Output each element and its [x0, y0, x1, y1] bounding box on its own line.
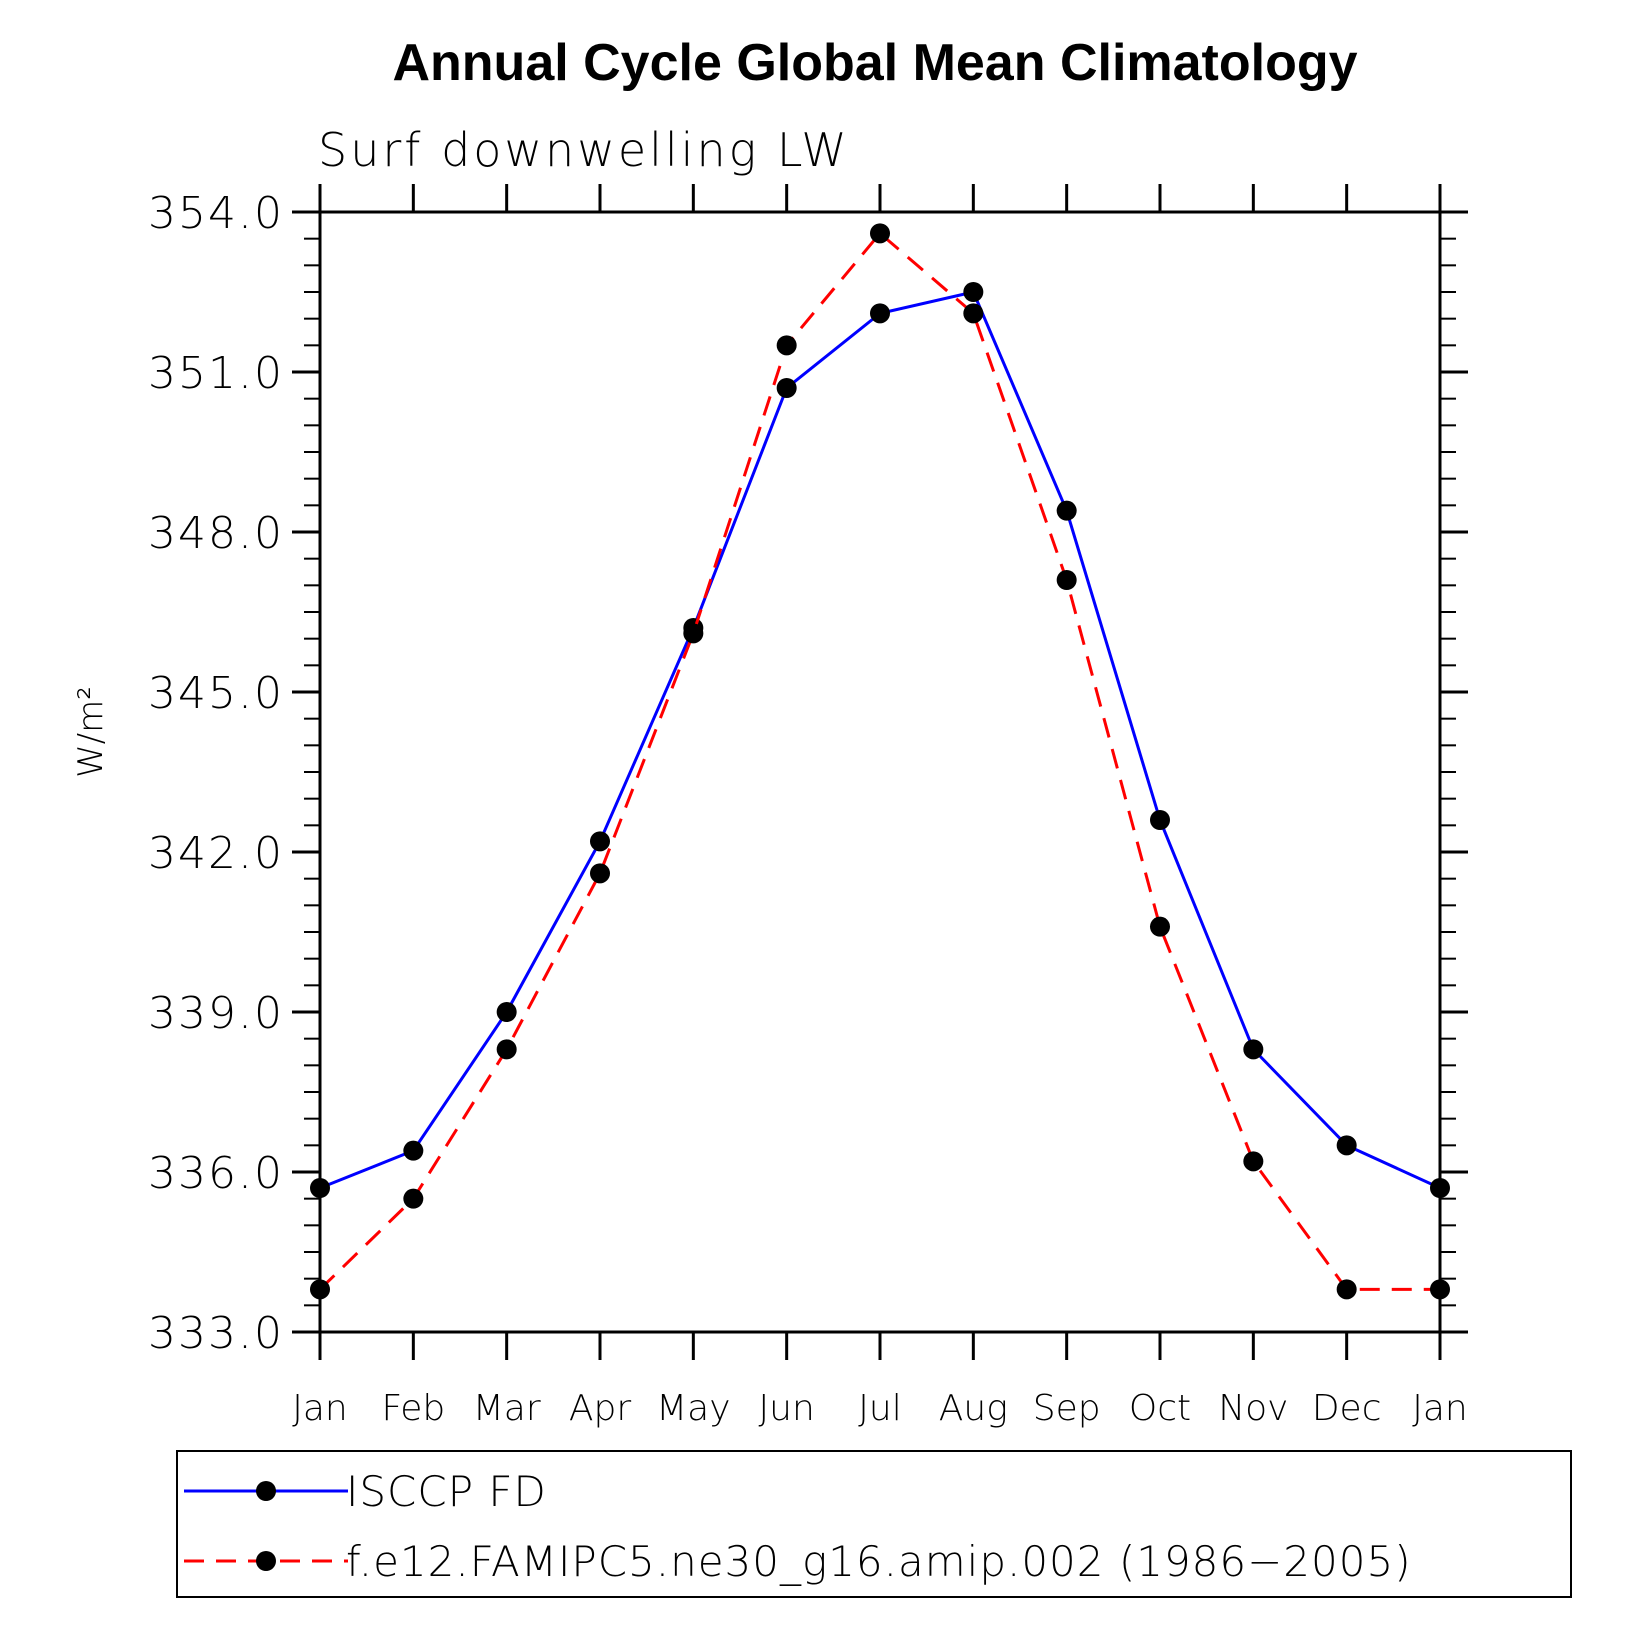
legend-item-isccp: ISCCP FD	[178, 1462, 1570, 1522]
data-point	[1430, 1279, 1450, 1300]
x-tick-label: Apr	[569, 1388, 631, 1429]
data-point	[1430, 1178, 1450, 1198]
x-tick-label: Jan	[292, 1388, 348, 1429]
series-layer	[310, 223, 1450, 1300]
legend-swatch-dashed-red	[184, 1551, 348, 1571]
legend: ISCCP FD f.e12.FAMIPC5.ne30_g16.amip.002…	[176, 1450, 1572, 1598]
data-point	[1243, 1039, 1264, 1060]
series-line	[319, 290, 1441, 1190]
x-tick-label: Sep	[1033, 1388, 1101, 1429]
x-tick-label: Jan	[1412, 1388, 1468, 1429]
legend-label-famip: f.e12.FAMIPC5.ne30_g16.amip.002 (1986−20…	[346, 1537, 1412, 1586]
data-point	[1243, 1151, 1264, 1172]
plot-frame	[318, 210, 1442, 1334]
x-tick-label: Mar	[473, 1388, 541, 1429]
data-point	[590, 863, 610, 884]
series-famipc5	[310, 223, 1450, 1300]
legend-label-isccp: ISCCP FD	[346, 1467, 547, 1516]
series-isccp-fd	[310, 282, 1450, 1198]
y-axis-label: W/m²	[71, 686, 111, 778]
x-tick-label: Dec	[1312, 1388, 1382, 1429]
data-point	[1336, 1135, 1357, 1156]
x-tick-label: Jul	[858, 1388, 901, 1429]
legend-item-famip: f.e12.FAMIPC5.ne30_g16.amip.002 (1986−20…	[178, 1532, 1570, 1592]
x-tick-label: Feb	[381, 1388, 445, 1429]
data-point	[310, 1279, 330, 1300]
data-point	[1056, 500, 1077, 521]
data-point	[496, 1002, 517, 1022]
data-point	[1056, 570, 1077, 590]
x-tick-label: Oct	[1129, 1388, 1191, 1429]
y-tick-label: 354.0	[148, 188, 284, 239]
data-point	[963, 282, 984, 302]
axes: Jan Feb Mar Apr May Jun Jul Aug Sep Oct Nov Dec Jan3…	[148, 184, 1468, 1429]
data-point	[403, 1188, 424, 1209]
x-tick-label: Aug	[939, 1388, 1008, 1429]
y-tick-label: 345.0	[148, 668, 284, 719]
y-tick-label: 333.0	[148, 1308, 284, 1359]
data-point	[403, 1140, 424, 1161]
y-tick-label: 351.0	[148, 348, 284, 399]
y-tick-label: 339.0	[148, 988, 284, 1039]
series-line	[318, 231, 1440, 1291]
data-point	[870, 223, 890, 244]
data-point	[776, 335, 797, 356]
data-point	[963, 303, 984, 324]
legend-swatch-solid-blue	[184, 1481, 348, 1501]
data-point	[1336, 1279, 1357, 1300]
x-tick-label: Nov	[1218, 1388, 1288, 1429]
data-point	[683, 623, 704, 644]
x-tick-label: Jun	[759, 1388, 815, 1429]
data-point	[496, 1039, 517, 1060]
y-tick-label: 348.0	[148, 508, 284, 559]
y-tick-label: 342.0	[148, 828, 284, 879]
chart-title: Annual Cycle Global Mean Climatology	[392, 34, 1357, 92]
data-point	[1150, 916, 1170, 937]
chart-subtitle: Surf downwelling LW	[318, 123, 850, 177]
data-point	[870, 303, 890, 324]
x-tick-label: May	[656, 1388, 730, 1429]
data-point	[776, 378, 797, 398]
data-point	[1150, 810, 1170, 830]
y-tick-label: 336.0	[148, 1148, 284, 1199]
data-point	[590, 831, 610, 852]
data-point	[310, 1178, 330, 1198]
line-chart: Annual Cycle Global Mean Climatology Sur…	[71, 34, 1468, 1429]
